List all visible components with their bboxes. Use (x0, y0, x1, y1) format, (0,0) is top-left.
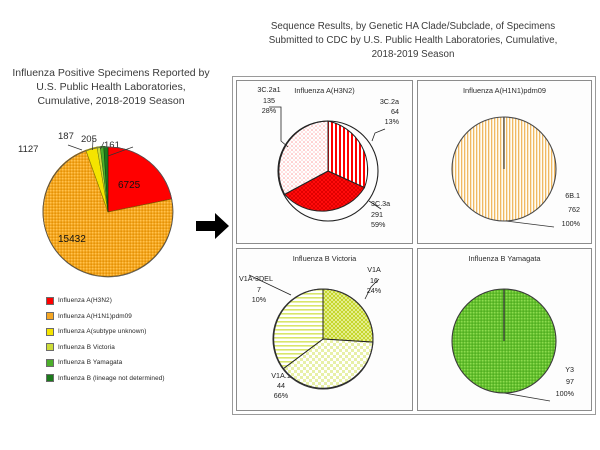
panel-h3n2: Influenza A(H3N2) 3C.2a1 135 28% 3C.2a 6… (236, 80, 413, 244)
left-chart-title-line-2: U.S. Public Health Laboratories, (36, 81, 186, 93)
legend-label-subtype-unknown: Influenza A(subtype unknown) (58, 328, 147, 336)
left-chart-title: Influenza Positive Specimens Reported by… (4, 66, 218, 108)
h3n2-label-3c2a1-count: 135 (263, 96, 275, 105)
legend-item-h3n2: Influenza A(H3N2) (46, 293, 222, 309)
h3n2-pie-svg (269, 106, 386, 222)
h3n2-label-3c3a-name: 3C.3a (371, 199, 391, 208)
left-pie-value-h1n1: 15432 (58, 234, 86, 245)
legend-label-b-yamagata: Influenza B Yamagata (58, 359, 123, 367)
victoria-label-v1a3del-count: 7 (257, 285, 261, 294)
left-pie-slice-h1n1pdm09 (42, 149, 174, 277)
h1n1pdm09-leader-line (505, 220, 555, 228)
victoria-label-v1a-percent: 24% (366, 286, 382, 295)
left-pie-svg (42, 138, 174, 278)
legend-swatch-subtype-unknown-icon (46, 327, 54, 336)
yamagata-leader-line (503, 392, 551, 402)
legend-label-b-lineage-undetermined: Influenza B (lineage not determined) (58, 374, 165, 382)
h3n2-label-3c2a1-percent: 28% (261, 106, 277, 115)
legend-item-subtype-unknown: Influenza A(subtype unknown) (46, 324, 222, 340)
left-pie-label-1127: 1127 (18, 144, 39, 155)
legend-item-b-lineage-undetermined: Influenza B (lineage not determined) (46, 371, 222, 387)
h3n2-label-3c3a-count: 291 (371, 210, 383, 219)
legend-swatch-h1n1pdm09-icon (46, 312, 54, 321)
left-chart-title-line-3: Cumulative, 2018-2019 Season (37, 95, 185, 107)
left-pie-label-205: 205 (81, 134, 97, 145)
h3n2-label-3c2a1-name: 3C.2a1 (257, 85, 281, 94)
right-chart-title: Sequence Results, by Genetic HA Clade/Su… (232, 20, 594, 62)
victoria-leader-lines (248, 274, 380, 300)
legend-label-h1n1pdm09: Influenza A(H1N1)pdm09 (58, 312, 132, 320)
left-pie-label-187: 187 (58, 131, 74, 142)
legend-swatch-b-victoria-icon (46, 343, 54, 352)
h3n2-label-3c2a-percent: 13% (384, 117, 399, 126)
victoria-label-v1a1-count: 44 (277, 381, 285, 390)
panel-h3n2-title: Influenza A(H3N2) (294, 86, 355, 95)
left-pie-value-h3n2: 6725 (118, 180, 141, 191)
clade-panels-frame: Influenza A(H3N2) 3C.2a1 135 28% 3C.2a 6… (232, 76, 596, 415)
panel-h1n1pdm09: Influenza A(H1N1)pdm09 6B.1 762 100% (417, 80, 592, 244)
h3n2-slice-3c2a (327, 120, 369, 189)
victoria-label-v1a1-percent: 66% (273, 391, 289, 400)
legend-label-b-victoria: Influenza B Victoria (58, 343, 115, 351)
panel-b-yamagata: Influenza B Yamagata Y3 97 100% (417, 248, 592, 411)
panel-b-yamagata-title: Influenza B Yamagata (468, 254, 541, 263)
h3n2-label-3c3a-percent: 59% (371, 220, 386, 229)
yamagata-label-y3-name: Y3 (565, 365, 574, 374)
left-pie-label-161: 161 (104, 140, 120, 151)
panel-b-victoria: Influenza B Victoria V1A-3DEL 7 10% V1A … (236, 248, 413, 411)
panel-b-victoria-title: Influenza B Victoria (292, 254, 357, 263)
legend-item-h1n1pdm09: Influenza A(H1N1)pdm09 (46, 309, 222, 325)
legend-swatch-h3n2-icon (46, 296, 54, 305)
b-victoria-pie-svg (248, 274, 380, 390)
b-yamagata-pie-svg (451, 288, 557, 402)
left-chart-legend: Influenza A(H3N2) Influenza A(H1N1)pdm09… (46, 293, 222, 386)
legend-item-b-yamagata: Influenza B Yamagata (46, 355, 222, 371)
legend-item-b-victoria: Influenza B Victoria (46, 340, 222, 356)
h3n2-slice-3c3a (283, 170, 366, 212)
left-pie-chart: 6725 15432 (38, 138, 178, 282)
victoria-label-v1a3del-percent: 10% (251, 295, 267, 304)
right-chart-title-line-2: Submitted to CDC by U.S. Public Health L… (268, 35, 558, 46)
h3n2-label-3c2a-count: 64 (391, 107, 399, 116)
h1n1-label-6b1-name: 6B.1 (565, 191, 580, 200)
victoria-slice-v1a (322, 288, 374, 343)
victoria-label-v1a-name: V1A (367, 265, 381, 274)
legend-swatch-b-lineage-undetermined-icon (46, 374, 54, 383)
left-chart-title-line-1: Influenza Positive Specimens Reported by (12, 67, 210, 79)
right-arrow-icon (196, 213, 229, 239)
left-panel: Influenza Positive Specimens Reported by… (0, 0, 222, 450)
h3n2-leader-lines (269, 106, 386, 210)
h1n1pdm09-pie-svg (451, 116, 557, 228)
h1n1-label-6b1-count: 762 (568, 205, 580, 214)
h3n2-label-3c2a-name: 3C.2a (379, 97, 399, 106)
right-chart-title-line-3: 2018-2019 Season (371, 49, 455, 60)
right-chart-title-line-1: Sequence Results, by Genetic HA Clade/Su… (270, 21, 556, 32)
victoria-label-v1a1-name: V1A.1 (271, 371, 291, 380)
yamagata-label-y3-percent: 100% (555, 389, 574, 398)
legend-label-h3n2: Influenza A(H3N2) (58, 297, 112, 305)
panel-h1n1pdm09-title: Influenza A(H1N1)pdm09 (463, 86, 546, 95)
left-pie-leader-lines (67, 138, 134, 157)
h1n1-label-6b1-percent: 100% (561, 219, 580, 228)
legend-swatch-b-yamagata-icon (46, 358, 54, 367)
yamagata-label-y3-count: 97 (566, 377, 574, 386)
victoria-label-v1a-count: 16 (370, 276, 378, 285)
